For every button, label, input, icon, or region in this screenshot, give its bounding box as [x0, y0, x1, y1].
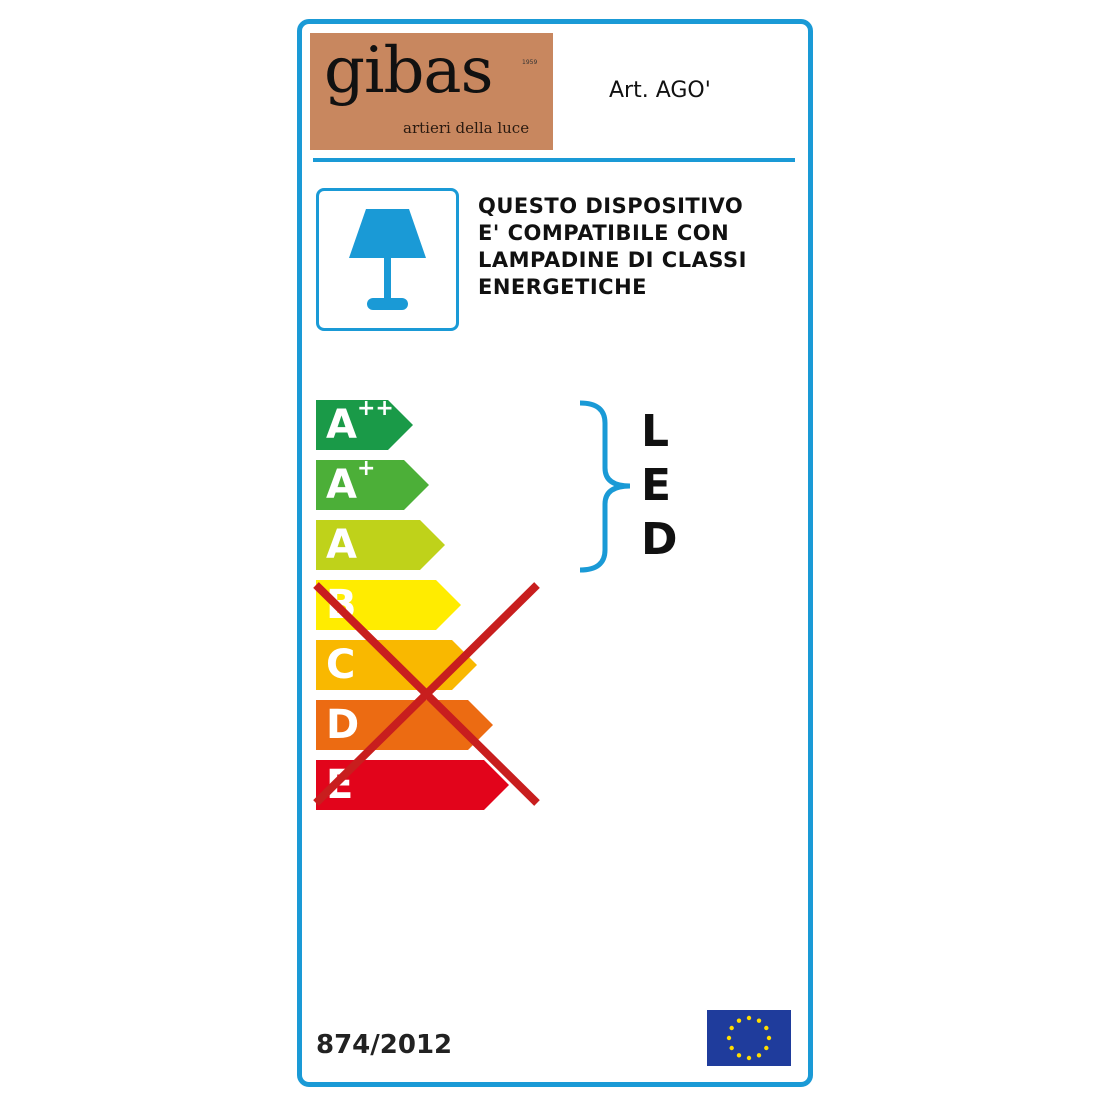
logo-year: 1959 [522, 59, 538, 66]
eu-star [764, 1025, 769, 1031]
led-letter: E [641, 460, 672, 511]
eu-star [756, 1018, 762, 1023]
compatibility-text: QUESTO DISPOSITIVO E' COMPATIBILE CON LA… [478, 193, 747, 301]
eu-star [729, 1045, 734, 1051]
eu-star [746, 1015, 752, 1021]
logo-tagline: artieri della luce [403, 119, 530, 137]
brand-logo: gibas 1959 artieri della luce [310, 33, 553, 150]
eu-flag-icon [707, 1010, 791, 1066]
eu-star [766, 1035, 772, 1041]
desc-line: E' COMPATIBILE CON [478, 221, 730, 245]
eu-star [726, 1035, 732, 1041]
energy-class-bar: A [316, 520, 445, 570]
table-lamp-icon [316, 188, 459, 331]
eu-star [729, 1025, 734, 1031]
regulation-number: 874/2012 [316, 1030, 453, 1060]
energy-class-label: A++ [326, 396, 394, 449]
cross-out-mark [313, 582, 540, 806]
article-name: Art. AGO' [609, 78, 711, 103]
energy-class-label: A [326, 522, 357, 568]
desc-line: QUESTO DISPOSITIVO [478, 194, 744, 218]
logo-wordmark: gibas [324, 34, 493, 108]
eu-star [756, 1053, 762, 1058]
curly-brace [579, 400, 631, 573]
eu-star [736, 1018, 742, 1023]
energy-class-bar: A+ [316, 456, 429, 510]
divider [313, 158, 795, 162]
energy-class-bar: E [316, 760, 509, 810]
desc-line: LAMPADINE DI CLASSI [478, 248, 747, 272]
energy-class-bar: A++ [316, 396, 413, 450]
eu-star [764, 1045, 769, 1051]
eu-star [736, 1053, 742, 1058]
led-letter: D [641, 514, 678, 565]
desc-line: ENERGETICHE [478, 275, 647, 299]
energy-class-label: A+ [326, 456, 376, 509]
label-frame [297, 19, 813, 1087]
energy-class-label: C [326, 642, 356, 688]
eu-star [746, 1055, 752, 1061]
energy-class-label: D [326, 702, 360, 748]
led-letter: L [641, 406, 670, 457]
